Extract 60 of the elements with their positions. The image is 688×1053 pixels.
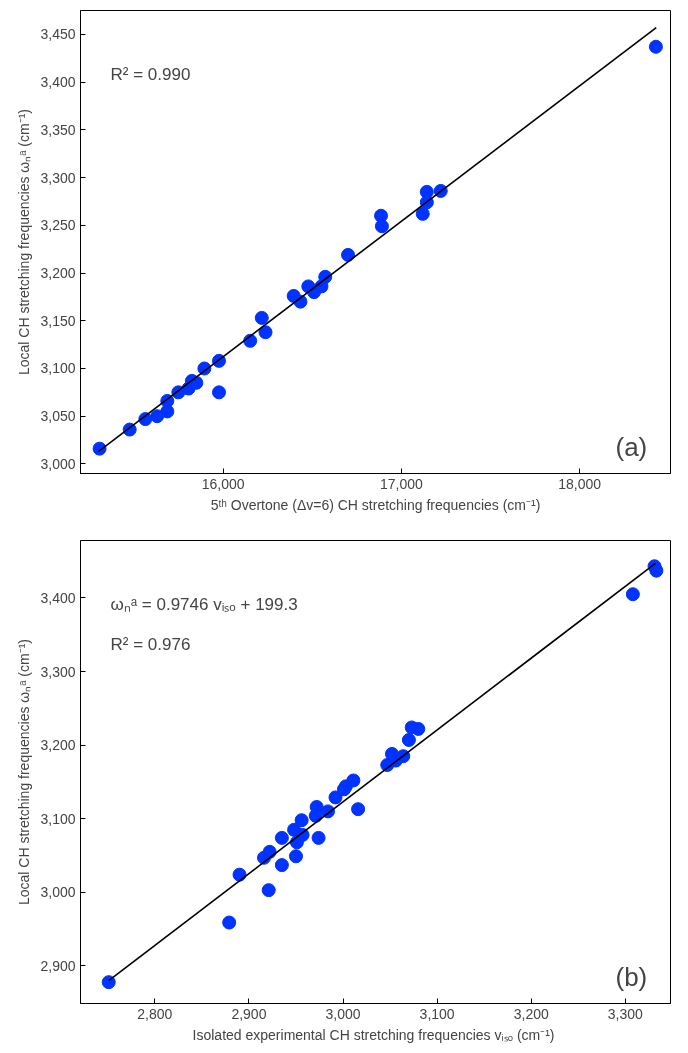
y-tick-label: 3,100 [40,360,76,377]
point [212,385,226,400]
y-tick-label: 3,250 [40,217,76,234]
point [254,310,269,325]
x-tick-label: 3,000 [325,1005,361,1022]
point [648,39,663,54]
y-axis-title: Local CH stretching frequencies ωₙᵃ (cm⁻¹) [16,108,33,375]
point [258,325,273,340]
annotation: ωₙᵃ = 0.9746 vᵢₛₒ + 199.3 [110,594,298,614]
x-tick-label: 2,900 [231,1005,267,1022]
point [308,808,323,823]
x-tick-label: 3,100 [419,1005,455,1022]
x-axis-title: Isolated experimental CH stretching frequencies vᵢₛₒ (cm⁻¹) [192,1026,555,1043]
point [625,587,640,602]
y-tick-label: 3,450 [40,26,76,43]
y-tick-label: 3,050 [40,408,76,425]
y-tick-label: 3,300 [40,663,76,680]
y-tick-label: 3,000 [40,884,76,901]
y-tick-label: 3,400 [40,74,76,91]
y-tick-label: 3,300 [40,169,76,186]
y-tick-label: 3,100 [40,810,76,827]
annotation: (b) [615,961,648,992]
annotation: R² = 0.976 [110,634,191,654]
point [101,975,116,990]
point [346,773,361,788]
annotation: R² = 0.990 [110,64,191,84]
x-tick-label: 18,000 [558,475,602,492]
x-axis-title: 5ᵗʰ Overtone (Δv=6) CH stretching frequencies (cm⁻¹) [210,496,541,513]
x-tick-label: 17,000 [379,475,423,492]
point [160,404,175,419]
point [262,844,277,859]
point [411,721,426,736]
y-tick-label: 3,350 [40,121,76,138]
point [415,206,430,221]
x-tick-label: 16,000 [201,475,245,492]
point [222,915,237,930]
point [341,247,356,262]
y-tick-label: 3,200 [40,737,76,754]
y-axis-title: Local CH stretching frequencies ωₙᵃ (cm⁻¹) [16,638,33,905]
point [274,858,289,873]
point [288,849,303,864]
y-tick-label: 3,400 [40,589,76,606]
point [328,790,343,805]
annotation: (a) [615,431,648,462]
x-tick-label: 2,800 [137,1005,173,1022]
point [311,830,326,845]
x-tick-label: 3,200 [513,1005,549,1022]
point [274,830,289,845]
point [374,219,389,234]
point [150,409,165,424]
point [294,813,309,828]
y-tick-label: 3,150 [40,312,76,329]
point [261,883,276,898]
y-tick-label: 2,900 [40,957,76,974]
x-tick-label: 3,300 [607,1005,644,1022]
y-tick-label: 3,000 [40,455,76,472]
y-tick-label: 3,200 [40,265,76,282]
point [401,732,416,747]
point [351,802,366,817]
point [649,563,664,578]
